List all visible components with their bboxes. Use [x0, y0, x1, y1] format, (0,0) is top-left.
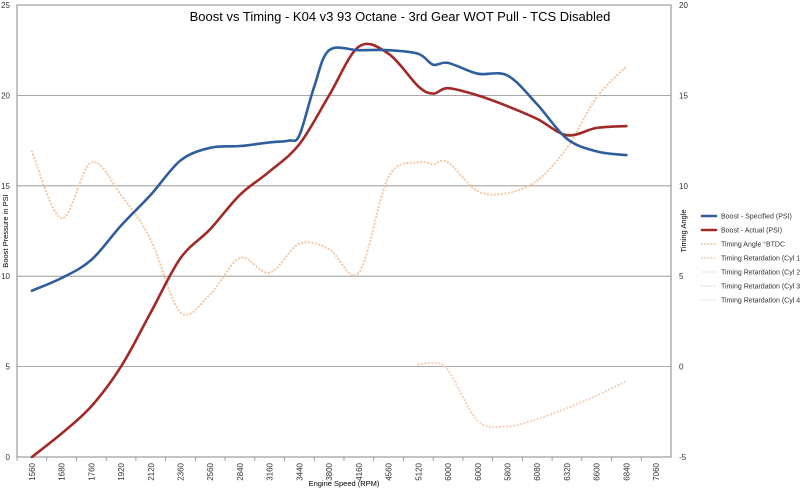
y-axis-label: Boost Pressure in PSI: [1, 194, 10, 267]
legend-label: Timing Angle °BTDC: [721, 241, 785, 249]
x-tick-label: 2360: [177, 462, 186, 480]
x-axis-label: Engine Speed (RPM): [309, 479, 380, 488]
x-tick-label: 1760: [87, 462, 96, 480]
series-layer: [30, 42, 628, 459]
x-tick-label: 2560: [206, 462, 215, 480]
right-tick-label: 5: [679, 272, 684, 281]
x-tick-label: 1680: [58, 462, 67, 480]
x-tick-label: 3800: [325, 462, 334, 480]
x-tick-label: 6320: [563, 462, 572, 480]
legend-label: Boost - Actual (PSI): [721, 228, 782, 235]
x-tick-label: 5800: [504, 462, 513, 480]
x-tick-label: 7060: [652, 462, 661, 480]
right-tick-label: 20: [679, 1, 688, 10]
right-axis-ticks: -5 0 5 10 15 20: [679, 1, 688, 462]
right-tick-label: -5: [679, 453, 687, 462]
left-tick-label: 20: [1, 91, 10, 100]
y2-axis-label: Timing Angle: [679, 209, 688, 252]
series-line-1: [30, 42, 628, 459]
x-tick-label: 1560: [28, 462, 37, 480]
right-tick-label: 15: [679, 91, 688, 100]
legend-label: Timing Retardation (Cyl 2): [721, 270, 800, 277]
left-tick-label: 25: [1, 1, 10, 10]
right-tick-label: 10: [679, 182, 688, 191]
x-axis-ticks: 1560 1680 1760 1920 2120 2360 2560 2840 3160 3440…: [16, 457, 661, 481]
left-tick-label: 0: [6, 453, 11, 462]
left-axis-ticks: 0 5 10 15 20 25: [1, 1, 10, 462]
x-tick-label: 4160: [355, 462, 364, 480]
x-tick-label: 1920: [117, 462, 126, 480]
x-tick-label: 5120: [414, 462, 423, 480]
x-tick-label: 6600: [593, 462, 602, 480]
left-tick-label: 10: [1, 272, 10, 281]
x-tick-label: 6000: [474, 462, 483, 480]
left-tick-label: 15: [1, 182, 10, 191]
x-tick-label: 6000: [444, 462, 453, 480]
x-tick-label: 2840: [236, 462, 245, 480]
right-tick-label: 0: [679, 363, 684, 372]
legend-label: Timing Retardation (Cyl 3): [721, 284, 800, 291]
series-line-0: [30, 46, 628, 292]
chart-title: Boost vs Timing - K04 v3 93 Octane - 3rd…: [190, 9, 611, 24]
legend: Boost - Specified (PSI) Boost - Actual (P…: [700, 214, 800, 305]
legend-label: Boost - Specified (PSI): [721, 214, 792, 221]
series-line-2: [30, 65, 628, 316]
left-tick-label: 5: [6, 363, 11, 372]
legend-label: Timing Retardation (Cyl 4): [721, 298, 800, 305]
x-tick-label: 3440: [295, 462, 304, 480]
legend-label: Timing Retardation (Cyl 1): [721, 256, 800, 263]
x-tick-label: 6080: [533, 462, 542, 480]
x-tick-label: 2120: [147, 462, 156, 480]
x-tick-label: 3160: [266, 462, 275, 480]
x-tick-label: 6840: [622, 462, 631, 480]
x-tick-label: 4560: [385, 462, 394, 480]
series-line-3: [417, 361, 628, 429]
